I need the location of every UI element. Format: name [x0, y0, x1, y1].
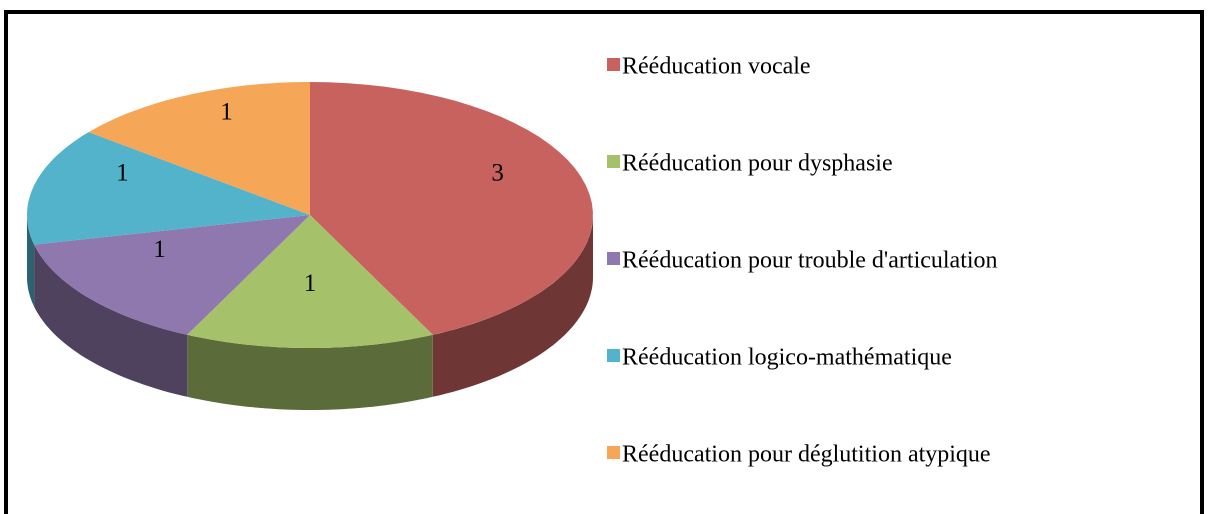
legend-label: Rééducation pour trouble d'articulation: [622, 248, 998, 274]
slice: [34, 215, 310, 335]
legend-swatch: [607, 349, 620, 362]
legend-swatch: [607, 252, 620, 265]
legend-swatch: [607, 446, 620, 459]
legend-swatch: [607, 58, 620, 71]
data-label: 1: [116, 160, 129, 187]
slice: [27, 132, 310, 245]
legend-label: Rééducation pour déglutition atypique: [622, 442, 991, 468]
data-label: 3: [491, 160, 504, 187]
data-label: 1: [304, 270, 317, 297]
legend-label: Rééducation pour dysphasie: [622, 151, 893, 177]
data-label: 1: [153, 236, 166, 263]
slice-side: [187, 334, 433, 410]
slice: [88, 82, 310, 215]
slice: [187, 215, 433, 348]
legend-label: Rééducation vocale: [622, 54, 811, 80]
legend-swatch: [607, 155, 620, 168]
legend-label: Rééducation logico-mathématique: [622, 345, 952, 371]
slice: [310, 82, 593, 335]
slice-side: [34, 244, 188, 397]
data-label: 1: [220, 98, 233, 125]
slice-side: [27, 215, 35, 307]
slice-side: [432, 215, 593, 397]
